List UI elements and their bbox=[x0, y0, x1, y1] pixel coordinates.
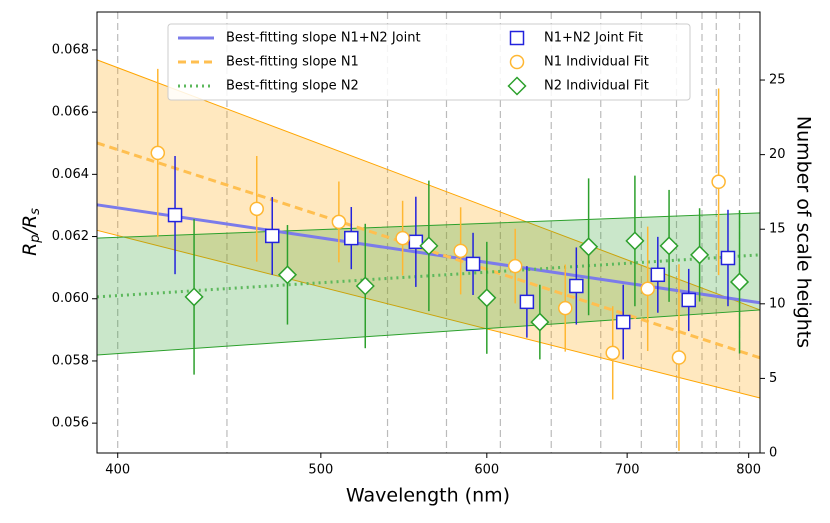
marker bbox=[453, 243, 468, 259]
marker bbox=[167, 207, 183, 223]
marker bbox=[671, 350, 687, 365]
marker bbox=[507, 258, 523, 274]
legend-label: Best-fitting slope N1+N2 Joint bbox=[226, 31, 421, 46]
marker bbox=[720, 250, 736, 266]
y2-tick-label: 20 bbox=[769, 147, 786, 162]
marker bbox=[569, 278, 584, 294]
y2-tick-label: 10 bbox=[769, 296, 786, 311]
marker bbox=[395, 230, 410, 246]
fit-line bbox=[96, 253, 761, 299]
marker bbox=[659, 236, 679, 256]
y-tick-label: 0.064 bbox=[52, 167, 89, 182]
legend-label: Best-fitting slope N2 bbox=[226, 79, 359, 94]
x-tick-label: 800 bbox=[736, 463, 761, 478]
marker bbox=[650, 267, 666, 283]
legend: Best-fitting slope N1+N2 Joint Best-fitti… bbox=[167, 23, 691, 101]
marker bbox=[690, 245, 710, 265]
legend-label: N1 Individual Fit bbox=[544, 55, 649, 70]
y2-tick-label: 25 bbox=[769, 73, 786, 88]
legend-label: Best-fitting slope N1 bbox=[226, 55, 359, 70]
y2-tick-label: 15 bbox=[769, 222, 786, 237]
marker bbox=[477, 288, 497, 308]
marker bbox=[344, 230, 359, 246]
marker bbox=[681, 292, 696, 308]
legend-label: N1+N2 Joint Fit bbox=[544, 31, 643, 46]
y-axis-label: Rp/Rs bbox=[19, 208, 43, 256]
y-label-part: /R bbox=[19, 215, 41, 237]
marker bbox=[519, 294, 535, 310]
y-tick-label: 0.062 bbox=[52, 229, 89, 244]
y-tick-label: 0.058 bbox=[52, 353, 89, 368]
legend-frame bbox=[167, 23, 691, 101]
legend-marker bbox=[507, 76, 527, 96]
legend-label: N2 Individual Fit bbox=[544, 79, 649, 94]
marker bbox=[640, 281, 655, 297]
x-tick-label: 500 bbox=[308, 463, 333, 478]
x-tick-label: 700 bbox=[615, 463, 640, 478]
marker bbox=[615, 314, 631, 330]
legend-marker bbox=[509, 54, 525, 70]
marker bbox=[150, 145, 166, 161]
marker bbox=[530, 312, 550, 332]
marker bbox=[465, 256, 481, 272]
y-tick-label: 0.060 bbox=[52, 291, 89, 306]
y-label-part: R bbox=[19, 243, 41, 256]
y-label-part: p bbox=[28, 234, 43, 243]
marker bbox=[579, 237, 599, 257]
marker bbox=[408, 234, 424, 250]
x-axis-label: Wavelength (nm) bbox=[346, 485, 510, 507]
marker bbox=[249, 201, 264, 217]
y2-axis-label: Number of scale heights bbox=[793, 116, 815, 348]
marker bbox=[355, 276, 375, 296]
y2-tick-label: 5 bbox=[769, 371, 777, 386]
y-label-part: s bbox=[28, 208, 43, 215]
marker bbox=[184, 287, 204, 307]
legend-marker bbox=[509, 30, 525, 46]
x-tick-label: 400 bbox=[105, 463, 130, 478]
y-tick-label: 0.056 bbox=[52, 416, 89, 431]
marker bbox=[331, 214, 347, 230]
marker bbox=[605, 345, 620, 361]
marker bbox=[277, 265, 298, 285]
marker bbox=[264, 228, 280, 244]
marker bbox=[558, 300, 573, 316]
plot-frame bbox=[96, 11, 761, 454]
y2-tick-label: 0 bbox=[769, 446, 777, 461]
marker bbox=[419, 236, 439, 256]
marker bbox=[711, 174, 726, 190]
y-tick-label: 0.068 bbox=[52, 42, 89, 57]
y-tick-label: 0.066 bbox=[52, 105, 89, 120]
marker bbox=[625, 231, 645, 251]
x-tick-label: 600 bbox=[474, 463, 499, 478]
marker bbox=[729, 272, 750, 292]
